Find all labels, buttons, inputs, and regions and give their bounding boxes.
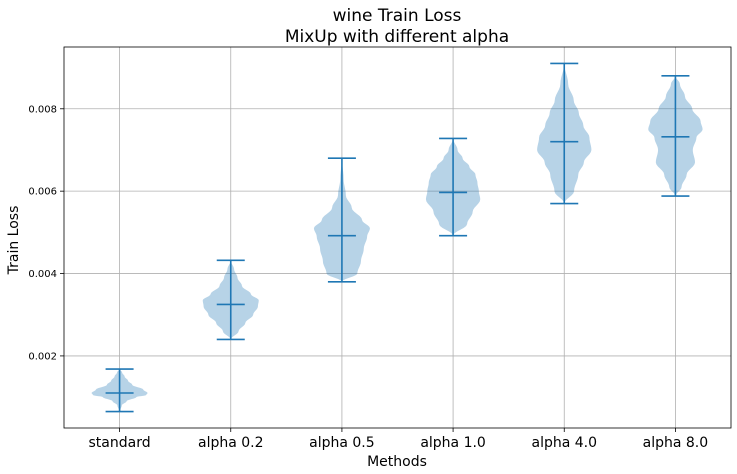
x-tick-label: alpha 8.0 (643, 435, 709, 451)
y-tick-label: 0.008 (28, 104, 57, 115)
plot-frame (63, 46, 732, 429)
x-tick-label: alpha 4.0 (531, 435, 597, 451)
violins (91, 62, 703, 413)
x-tick-label: alpha 0.5 (309, 435, 375, 451)
y-tick-label: 0.006 (28, 187, 57, 198)
grid (64, 47, 731, 428)
x-tick-label: alpha 1.0 (420, 435, 486, 451)
y-tick-labels: 0.002 0.004 0.006 0.008 (28, 104, 64, 362)
x-axis-label: Methods (367, 454, 427, 470)
y-axis-label: Train Loss (6, 206, 22, 276)
x-tick-labels: standard alpha 0.2 alpha 0.5 alpha 1.0 alpha… (89, 428, 709, 451)
chart-title-line-1: wine Train Loss (333, 6, 462, 26)
y-tick-label: 0.002 (28, 351, 57, 362)
x-tick-label: alpha 0.2 (198, 435, 264, 451)
x-tick-label: standard (89, 435, 151, 451)
chart-title-line-2: MixUp with different alpha (285, 27, 509, 47)
y-tick-label: 0.004 (28, 269, 57, 280)
